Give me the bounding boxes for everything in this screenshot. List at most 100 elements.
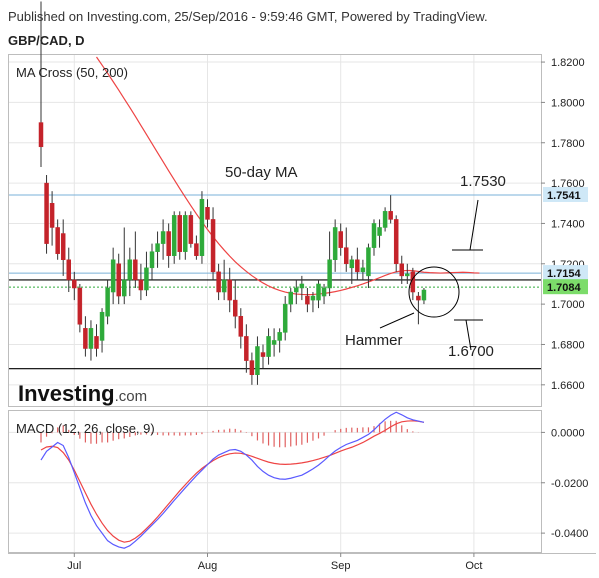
price-tick-label: 1.8200	[551, 57, 585, 69]
price-tick-label: 1.6800	[551, 339, 585, 351]
price-tick-label: 1.7400	[551, 218, 585, 230]
time-tick-label: Sep	[331, 560, 351, 572]
price-tick-label: 1.7000	[551, 299, 585, 311]
candle-up	[144, 267, 149, 291]
macd-tick-label: 0.0000	[551, 427, 585, 439]
candle-up	[99, 311, 105, 341]
resistance-annotation: 1.7530	[460, 173, 506, 190]
candle-down	[227, 279, 232, 301]
symbol-label: GBP/CAD, D	[8, 33, 85, 48]
price-tag-bg	[543, 265, 588, 281]
candle-down	[138, 279, 144, 291]
candle-up	[199, 198, 205, 256]
candle-down	[249, 360, 255, 375]
candle-up	[183, 215, 188, 252]
candle-up	[271, 340, 277, 345]
candle-up	[105, 287, 110, 317]
candle-down	[83, 328, 88, 349]
candle-down	[44, 182, 49, 244]
candle-down	[194, 243, 199, 256]
candle-up	[299, 283, 305, 289]
candle-down	[72, 279, 77, 289]
candle-up	[294, 287, 299, 293]
candle-up	[122, 279, 127, 297]
price-tag-label: 1.7084	[547, 282, 582, 294]
price-pane-title: MA Cross (50, 200)	[16, 65, 128, 80]
candle-up	[327, 259, 332, 289]
candle-up	[332, 227, 338, 260]
candle-up	[288, 291, 293, 305]
candle-down	[38, 122, 44, 148]
candle-down	[55, 227, 60, 254]
candle-up	[349, 259, 355, 269]
candle-up	[277, 332, 282, 341]
candle-down	[393, 219, 399, 265]
candle-down	[355, 259, 360, 273]
candle-up	[127, 259, 133, 281]
support-annotation: 1.6700	[448, 343, 494, 360]
candle-down	[338, 231, 343, 248]
candle-up	[405, 273, 410, 277]
candle-down	[205, 207, 210, 220]
candle-down	[305, 295, 310, 305]
macd-tick-label: -0.0400	[551, 528, 588, 540]
resistance-pointer	[469, 199, 479, 251]
candle-down	[260, 352, 266, 357]
candle-down	[216, 271, 221, 293]
candle-up	[110, 259, 116, 293]
hammer-annotation: Hammer	[345, 332, 403, 349]
candle-down	[344, 247, 349, 265]
candle-up	[377, 227, 382, 236]
ma50-line	[96, 56, 480, 296]
candle-down	[399, 263, 404, 277]
candle-down	[166, 231, 171, 256]
candle-down	[133, 259, 138, 281]
logo-suffix: .com	[115, 388, 148, 405]
candle-down	[66, 259, 71, 281]
logo-brand: Investing	[18, 381, 115, 406]
candle-down	[244, 336, 249, 361]
candle-down	[77, 287, 83, 325]
candle-up	[171, 215, 177, 256]
price-tag-label: 1.7154	[547, 268, 582, 280]
candle-down	[177, 215, 182, 252]
candle-up	[160, 231, 166, 244]
macd-line	[40, 411, 425, 549]
macd-pane-border	[8, 410, 542, 553]
price-tag-label: 1.7541	[547, 190, 581, 202]
macd-tick-label: -0.0200	[551, 478, 588, 490]
macd-pane-title: MACD (12, 26, close, 9)	[16, 421, 155, 436]
published-caption: Published on Investing.com, 25/Sep/2016 …	[8, 9, 488, 24]
candle-down	[416, 295, 421, 301]
candle-down	[116, 263, 121, 297]
candle-down	[388, 211, 393, 220]
candle-up	[88, 328, 94, 349]
candle-up	[266, 336, 271, 357]
hammer-circle	[408, 266, 460, 318]
candle-down	[49, 203, 55, 228]
candle-up	[255, 346, 260, 375]
ma50-annotation: 50-day MA	[225, 164, 298, 181]
candle-down	[233, 299, 238, 317]
candle-up	[221, 279, 227, 293]
candle-up	[360, 267, 366, 273]
candle-down	[60, 233, 66, 261]
candle-down	[188, 215, 194, 244]
support-pointer	[465, 319, 472, 351]
candle-up	[149, 251, 155, 269]
price-pane-border	[8, 54, 542, 407]
time-tick-label: Aug	[198, 560, 218, 572]
price-tick-label: 1.8000	[551, 97, 585, 109]
candle-down	[94, 336, 99, 349]
candle-up	[366, 247, 371, 277]
hammer-pointer	[379, 312, 415, 329]
candle-down	[210, 219, 216, 273]
candle-up	[155, 243, 160, 252]
price-tag-bg	[543, 186, 588, 202]
candle-up	[382, 211, 388, 228]
candle-up	[421, 289, 427, 301]
candle-up	[282, 303, 288, 333]
price-tick-label: 1.7800	[551, 138, 585, 150]
candle-up	[321, 287, 327, 297]
